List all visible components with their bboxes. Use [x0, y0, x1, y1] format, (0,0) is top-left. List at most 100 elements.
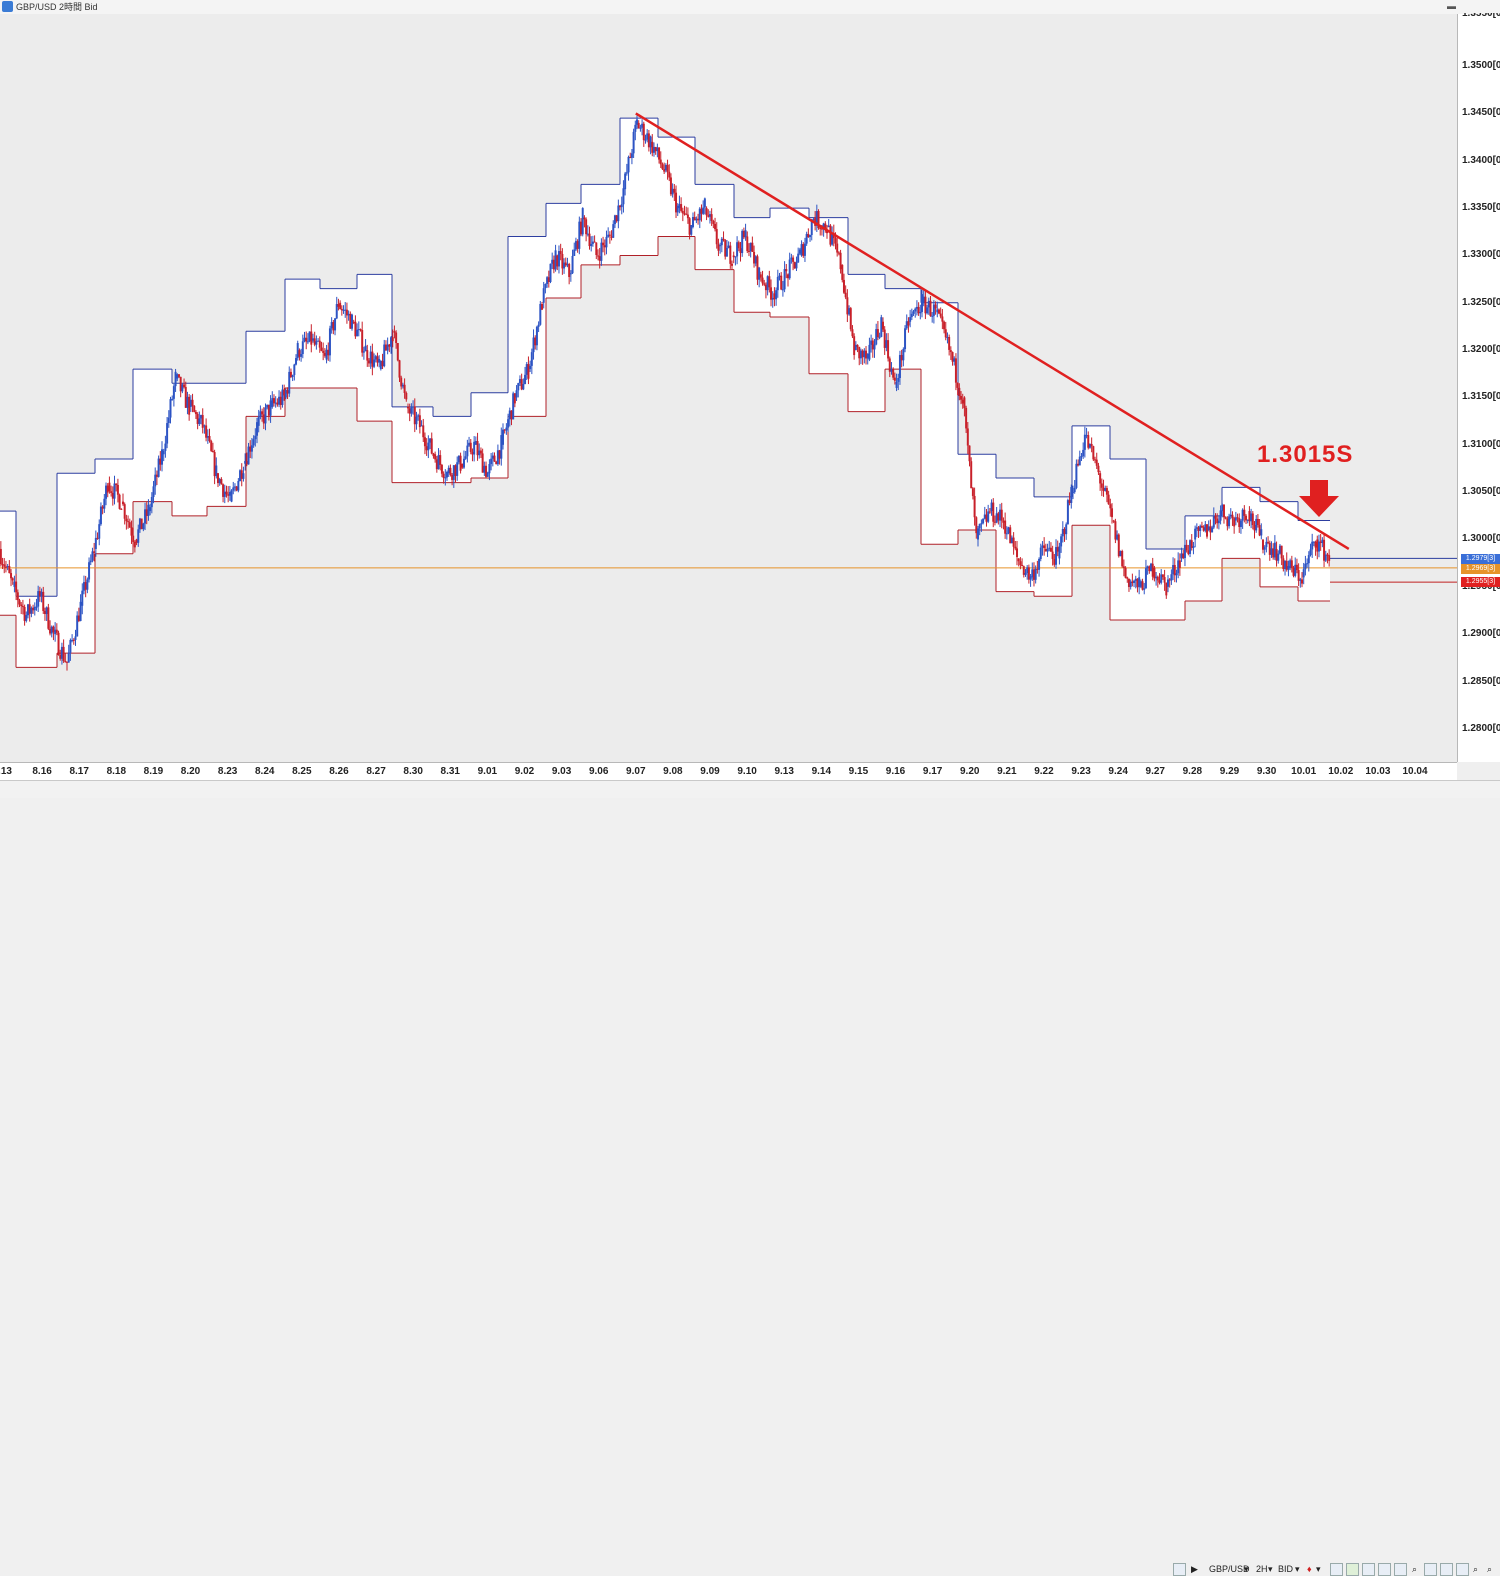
candle-body: [1144, 568, 1147, 589]
candle-body: [103, 498, 106, 509]
candle-type-icon[interactable]: ♦: [1307, 1564, 1312, 1574]
candle-body: [993, 521, 996, 523]
candle-body: [608, 234, 611, 236]
price-annotation: 1.3015S: [1257, 441, 1354, 468]
candle-body: [773, 293, 776, 300]
candle-body: [308, 331, 311, 342]
candle-body: [780, 275, 783, 290]
candle-body: [203, 425, 206, 427]
price-type-selector[interactable]: BID: [1278, 1564, 1294, 1574]
candle-body: [1105, 488, 1108, 495]
chart-type-icon[interactable]: [1330, 1563, 1343, 1576]
candle-body: [367, 360, 370, 364]
candle-body: [1099, 473, 1102, 484]
candle-body: [1138, 577, 1141, 588]
zoom-out-icon[interactable]: ⌕: [1473, 1564, 1479, 1574]
candle-body: [110, 491, 113, 493]
candle-body: [551, 259, 554, 264]
candle-body: [871, 340, 874, 350]
candle-body: [342, 309, 345, 311]
candle-body: [544, 283, 547, 289]
candle-body: [951, 352, 954, 362]
candle-body: [1056, 547, 1059, 552]
candle-body: [890, 368, 893, 372]
candle-body: [250, 445, 253, 452]
candle-body: [517, 383, 520, 391]
candle-body: [306, 341, 309, 343]
candle-body: [52, 626, 55, 633]
candle-body: [469, 442, 472, 452]
price-axis[interactable]: [1457, 14, 1500, 762]
price-type-dropdown-icon[interactable]: ▾: [1295, 1564, 1300, 1574]
indicator-icon[interactable]: [1346, 1563, 1359, 1576]
candle-body: [819, 228, 822, 230]
candle-body: [62, 646, 65, 661]
range-box-fill: [508, 236, 546, 417]
candle-body: [515, 390, 518, 398]
candle-body: [1204, 524, 1207, 531]
zoom-in-icon[interactable]: ⌕: [1412, 1564, 1418, 1574]
candle-body: [186, 396, 189, 408]
candle-body: [111, 492, 114, 499]
date-tick-label: 9.28: [1182, 766, 1203, 777]
candle-body: [354, 321, 357, 337]
candle-body: [198, 418, 201, 424]
candle-body: [1177, 560, 1180, 574]
candle-body: [74, 636, 77, 640]
candle-body: [127, 521, 130, 523]
candle-body: [167, 417, 170, 424]
timeframe-selector[interactable]: 2H: [1256, 1564, 1268, 1574]
candle-body: [817, 211, 820, 229]
fit-icon[interactable]: [1440, 1563, 1453, 1576]
draw-icon[interactable]: [1362, 1563, 1375, 1576]
date-tick-label: 9.29: [1219, 766, 1240, 777]
candle-body: [378, 358, 381, 363]
chart-type-dropdown-icon[interactable]: ▾: [1316, 1564, 1321, 1574]
candle-body: [233, 486, 236, 488]
candle-body: [1319, 541, 1322, 543]
candle-body: [700, 208, 703, 214]
candle-body: [1004, 520, 1007, 534]
settings-icon[interactable]: [1394, 1563, 1407, 1576]
candle-body: [508, 410, 511, 420]
candle-body: [1158, 580, 1161, 583]
candle-body: [1027, 567, 1030, 580]
candle-body: [130, 527, 133, 536]
price-chart[interactable]: [0, 14, 1457, 762]
candle-body: [1109, 504, 1112, 509]
candle-body: [1, 564, 4, 566]
candle-body: [451, 474, 454, 480]
candle-body: [481, 453, 484, 473]
candle-body: [754, 256, 757, 264]
candle-body: [239, 470, 242, 481]
minimize-icon[interactable]: ▬: [1447, 1, 1456, 11]
grid-icon[interactable]: [1456, 1563, 1469, 1576]
candle-body: [1233, 518, 1236, 527]
candle-body: [736, 242, 739, 257]
candle-body: [330, 322, 333, 329]
candle-body: [846, 297, 849, 315]
timeframe-dropdown-icon[interactable]: ▾: [1268, 1564, 1273, 1574]
candle-body: [1005, 533, 1008, 535]
candle-body: [1058, 546, 1061, 559]
scroll-right-icon[interactable]: ▶: [1191, 1564, 1198, 1574]
candle-body: [520, 379, 523, 390]
candle-body: [300, 354, 303, 357]
scale-icon[interactable]: [1424, 1563, 1437, 1576]
candle-body: [792, 257, 795, 262]
candle-body: [37, 591, 40, 607]
candle-body: [1065, 524, 1068, 535]
candle-body: [223, 491, 226, 497]
date-tick-label: 8.24: [255, 766, 275, 777]
candle-body: [941, 316, 944, 322]
candle-body: [335, 304, 338, 319]
candle-body: [1136, 578, 1139, 588]
symbol-dropdown-icon[interactable]: ▾: [1244, 1564, 1249, 1574]
scroll-left-icon[interactable]: [1173, 1563, 1186, 1576]
search-icon[interactable]: ⌕: [1487, 1564, 1493, 1574]
candle-body: [79, 601, 82, 621]
time-axis[interactable]: [0, 762, 1457, 780]
down-arrow-icon: [1299, 480, 1339, 517]
crosshair-icon[interactable]: [1378, 1563, 1391, 1576]
candle-body: [807, 233, 810, 238]
